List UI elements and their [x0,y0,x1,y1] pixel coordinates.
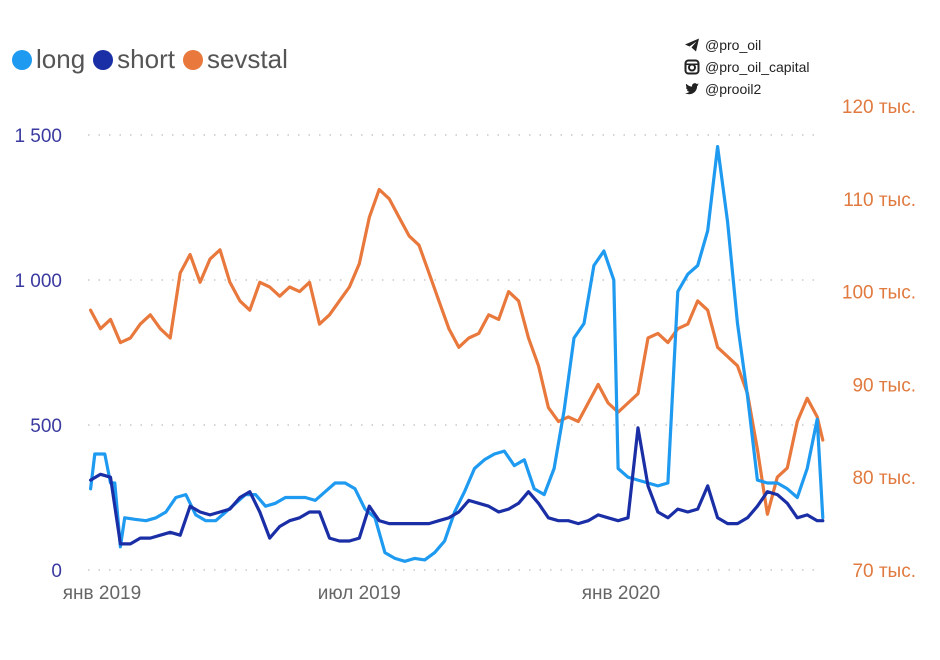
y-tick-right: 110 тыс. [843,190,916,211]
gridlines [88,134,820,571]
y-tick-right: 120 тыс. [842,97,916,118]
telegram-icon [685,38,699,52]
legend-swatch-sevstal [182,49,203,70]
legend-item-sevstal[interactable]: sevstal [182,44,288,75]
x-axis: янв 2019 июл 2019 янв 2020 [63,583,660,604]
y-tick-left: 1 500 [14,126,62,147]
y-axis-left: 0 500 1 000 1 500 [14,126,62,582]
legend-label-short: short [117,44,175,74]
social-handles: @pro_oil @pro_oil_capital @prooil2 [684,34,810,100]
x-tick: июл 2019 [318,583,401,604]
series-line-short [89,426,825,546]
series-line-sevstal [89,187,825,516]
instagram-icon [684,59,700,75]
y-tick-right: 100 тыс. [842,283,916,304]
social-twitter: @prooil2 [684,78,810,100]
y-tick-right: 70 тыс. [852,561,916,582]
twitter-icon [685,83,699,95]
telegram-handle[interactable]: @pro_oil [705,37,762,53]
instagram-handle[interactable]: @pro_oil_capital [705,59,810,75]
y-tick-right: 90 тыс. [852,375,916,396]
social-instagram: @pro_oil_capital [684,56,810,78]
legend-swatch-long [12,49,32,70]
x-tick: янв 2019 [63,583,141,604]
legend-label-sevstal: sevstal [206,44,288,74]
twitter-handle[interactable]: @prooil2 [705,81,762,97]
y-tick-left: 500 [30,416,62,437]
y-tick-left: 0 [51,561,62,582]
y-tick-right: 80 тыс. [852,468,916,489]
y-tick-left: 1 000 [14,271,62,292]
social-telegram: @pro_oil [684,34,810,56]
legend-label-long: long [36,44,86,74]
x-tick: янв 2020 [582,583,660,604]
legend: long short sevstal [12,44,296,75]
legend-item-long[interactable]: long [12,44,85,75]
legend-item-short[interactable]: short [93,44,175,75]
legend-swatch-short [93,49,114,70]
y-axis-right: 70 тыс. 80 тыс. 90 тыс. 100 тыс. 110 тыс. 120… [842,97,916,582]
series-line-long [89,145,825,563]
series-lines [89,145,825,563]
